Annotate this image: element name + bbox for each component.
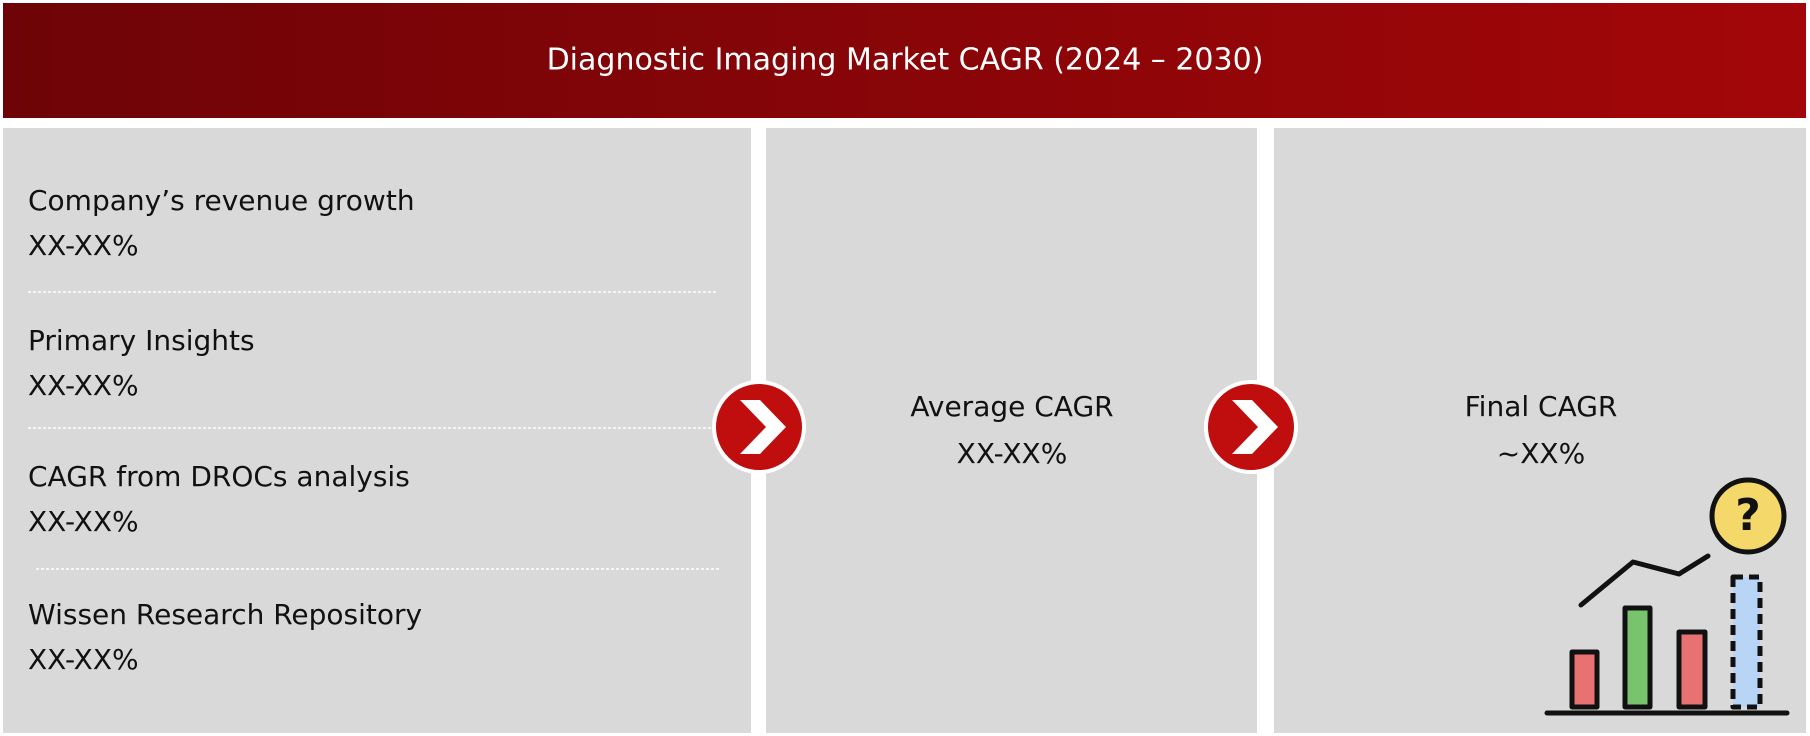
final-label: Final CAGR [1465,390,1618,423]
source-label: CAGR from DROCs analysis [28,460,410,493]
chart-icon: ? [1544,477,1790,716]
source-label: Wissen Research Repository [28,598,422,631]
icon-symbol: ? [1735,490,1761,541]
final-value: ~XX% [1497,437,1585,470]
average-label: Average CAGR [910,390,1113,423]
average-panel [766,128,1257,733]
source-value: XX-XX% [28,369,139,402]
source-label: Primary Insights [28,324,255,357]
header-title: Diagnostic Imaging Market CAGR (2024 – 2… [547,43,1264,78]
arrow [1204,380,1298,474]
sources-list: Company’s revenue growth XX-XX% Primary … [28,184,720,676]
sources-panel [3,128,751,733]
header-bar [3,3,1806,118]
source-value: XX-XX% [28,643,139,676]
source-value: XX-XX% [28,229,139,262]
final-panel [1274,128,1806,733]
source-label: Company’s revenue growth [28,184,415,217]
arrow [712,380,806,474]
source-value: XX-XX% [28,505,139,538]
average-value: XX-XX% [957,437,1068,470]
